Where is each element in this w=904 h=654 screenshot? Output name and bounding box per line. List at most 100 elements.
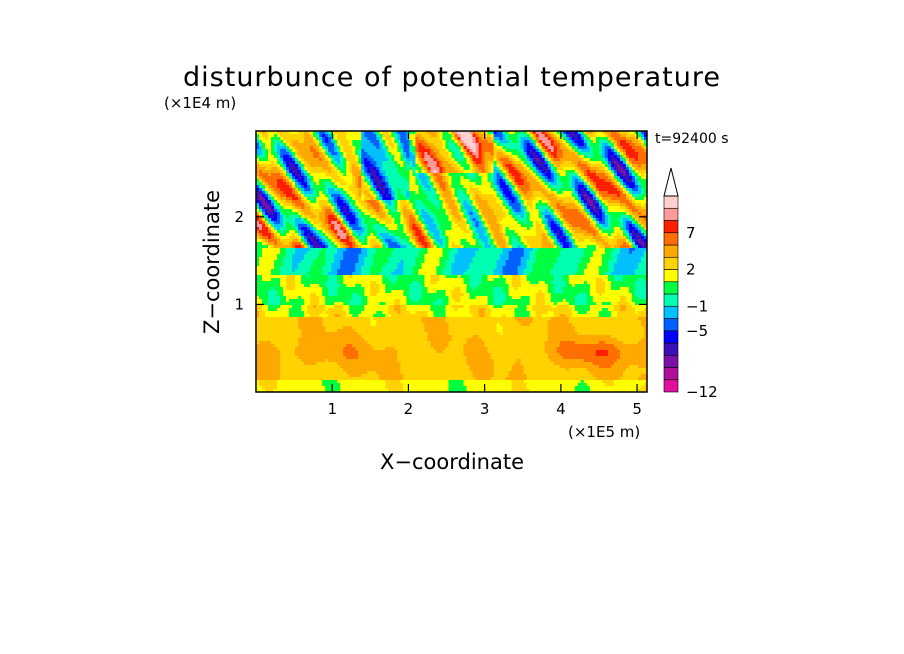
- heatmap-cell: [334, 140, 338, 144]
- heatmap-cell: [436, 152, 440, 156]
- heatmap-cell: [559, 176, 564, 180]
- heatmap-cell: [421, 212, 425, 216]
- heatmap-cell: [622, 191, 627, 195]
- heatmap-cell: [418, 239, 422, 243]
- heatmap-cell: [382, 161, 386, 165]
- heatmap-cell: [373, 185, 377, 189]
- heatmap-cell: [325, 224, 329, 228]
- heatmap-cell: [388, 215, 392, 219]
- heatmap-cell: [430, 197, 434, 201]
- heatmap-cell: [469, 221, 473, 225]
- heatmap-cell: [262, 140, 266, 144]
- heatmap-cell: [595, 239, 600, 243]
- heatmap-cell: [451, 212, 455, 216]
- heatmap-cell: [589, 230, 594, 234]
- heatmap-cell: [568, 170, 573, 174]
- heatmap-cell: [328, 164, 332, 168]
- heatmap-cell: [601, 206, 606, 210]
- heatmap-cell: [466, 230, 470, 234]
- heatmap-cell: [598, 200, 603, 204]
- heatmap-cell: [337, 194, 341, 198]
- heatmap-cell: [412, 143, 416, 147]
- heatmap-cell: [391, 236, 395, 240]
- heatmap-cell: [370, 221, 374, 225]
- heatmap-cell: [604, 191, 609, 195]
- heatmap-cell: [280, 164, 284, 168]
- heatmap-cell: [547, 221, 552, 225]
- heatmap-cell: [550, 176, 555, 180]
- heatmap-cell: [523, 227, 528, 231]
- heatmap-cell: [583, 167, 588, 171]
- heatmap-cell: [349, 203, 353, 207]
- heatmap-cell: [628, 242, 633, 246]
- heatmap-cell: [361, 146, 365, 150]
- heatmap-cell: [379, 167, 383, 171]
- heatmap-cell: [514, 137, 519, 141]
- heatmap-cell: [286, 239, 290, 243]
- heatmap-cell: [256, 209, 260, 213]
- heatmap-cell: [565, 242, 570, 246]
- heatmap-cell: [457, 167, 461, 171]
- heatmap-cell: [358, 221, 362, 225]
- heatmap-cell: [598, 182, 603, 186]
- heatmap-cell: [436, 149, 440, 153]
- heatmap-cell: [448, 218, 452, 222]
- heatmap-cell: [412, 239, 416, 243]
- heatmap-cell: [631, 200, 636, 204]
- heatmap-cell: [568, 134, 573, 138]
- heatmap-cell: [334, 218, 338, 222]
- heatmap-cell: [562, 182, 567, 186]
- heatmap-cell: [283, 155, 287, 159]
- heatmap-cell: [277, 194, 281, 198]
- heatmap-cell: [484, 185, 488, 189]
- heatmap-cell: [394, 185, 398, 189]
- heatmap-cell: [592, 233, 597, 237]
- heatmap-cell: [589, 215, 594, 219]
- heatmap-cell: [535, 227, 540, 231]
- heatmap-cell: [373, 206, 377, 210]
- heatmap-cell: [322, 182, 326, 186]
- heatmap-cell: [403, 242, 407, 246]
- heatmap-cell: [544, 227, 549, 231]
- heatmap-cell: [391, 233, 395, 237]
- heatmap-cell: [430, 152, 434, 156]
- heatmap-cell: [460, 203, 464, 207]
- heatmap-cell: [310, 137, 314, 141]
- heatmap-cell: [355, 143, 359, 147]
- heatmap-cell: [388, 239, 392, 243]
- heatmap-cell: [316, 155, 320, 159]
- heatmap-cell: [565, 230, 570, 234]
- heatmap-cell: [634, 176, 639, 180]
- heatmap-cell: [286, 161, 290, 165]
- heatmap-cell: [376, 218, 380, 222]
- heatmap-cell: [526, 218, 531, 222]
- heatmap-cell: [430, 143, 434, 147]
- heatmap-cell: [523, 170, 528, 174]
- heatmap-cell: [346, 140, 350, 144]
- heatmap-cell: [472, 161, 476, 165]
- heatmap-cell: [499, 239, 504, 243]
- heatmap-cell: [370, 182, 374, 186]
- heatmap-cell: [340, 209, 344, 213]
- heatmap-cell: [325, 203, 329, 207]
- heatmap-cell: [367, 239, 371, 243]
- heatmap-cell: [547, 143, 552, 147]
- heatmap-cell: [574, 218, 579, 222]
- heatmap-cell: [370, 233, 374, 237]
- heatmap-cell: [463, 173, 467, 177]
- heatmap-cell: [388, 167, 392, 171]
- heatmap-cell: [298, 188, 302, 192]
- heatmap-cell: [256, 239, 260, 243]
- heatmap-cell: [385, 161, 389, 165]
- heatmap-cell: [283, 224, 287, 228]
- heatmap-cell: [469, 185, 473, 189]
- heatmap-cell: [574, 161, 579, 165]
- heatmap-cell: [583, 131, 588, 135]
- heatmap-cell: [508, 140, 513, 144]
- heatmap-cell: [412, 194, 416, 198]
- heatmap-cell: [436, 227, 440, 231]
- heatmap-cell: [535, 224, 540, 228]
- heatmap-cell: [364, 239, 368, 243]
- heatmap-cell: [550, 203, 555, 207]
- heatmap-cell: [277, 185, 281, 189]
